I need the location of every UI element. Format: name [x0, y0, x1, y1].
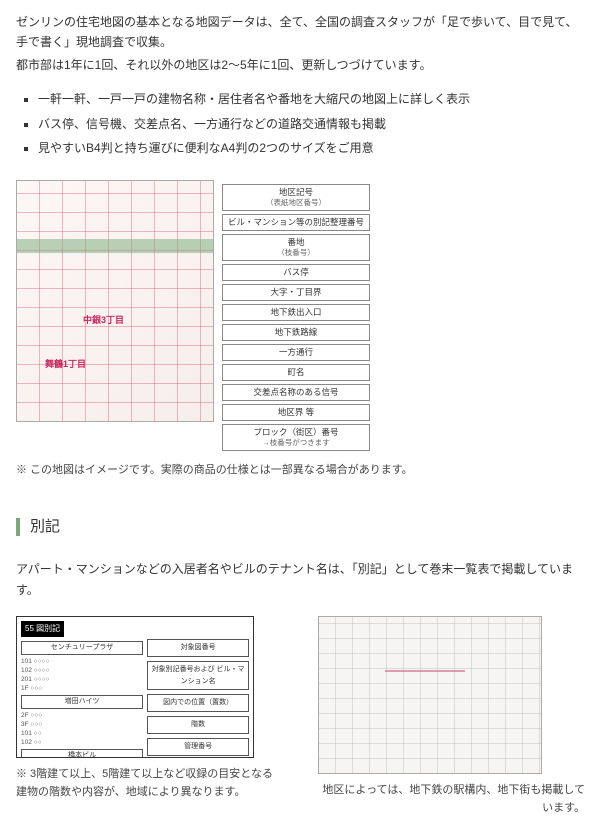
underground-map-image [318, 616, 542, 774]
legend-item: 地下鉄路線 [222, 324, 370, 341]
legend-item: 交差点名称のある信号 [222, 384, 370, 401]
legend-item: 大字・丁目界 [222, 284, 370, 301]
figure-building-name: センチュリープラザ [21, 641, 143, 655]
figure-entry-line: 3F ○○○ [21, 720, 143, 729]
map-footnote: ※ この地図はイメージです。実際の商品の仕様とは一部異なる場合があります。 [16, 461, 585, 480]
figure-tag: 階数 [147, 716, 249, 734]
figure-header: 55 図別記 [21, 621, 64, 637]
figure-entry-line: 102 ○○ [21, 738, 143, 747]
legend-item: 番地（枝番号） [222, 234, 370, 261]
section-description: アパート・マンションなどの入居者名やビルのテナント名は、「別記」として巻末一覧表… [16, 559, 585, 600]
intro-block: ゼンリンの住宅地図の基本となる地図データは、全て、全国の調査スタッフが「足で歩い… [16, 12, 585, 75]
figure-entry-line: 101 ○○ [21, 729, 143, 738]
legend-item: バス停 [222, 264, 370, 281]
figure-footnote: ※ 3階建て以上、5階建て以上など収録の目安となる建物の階数や内容が、地域により… [16, 766, 284, 801]
figure-left-panel: センチュリープラザ 101 ○○○○102 ○○○○201 ○○○○1F ○○○ 増… [21, 639, 143, 755]
figure-entry-line: 101 ○○○○ [21, 657, 143, 666]
feature-list: 一軒一軒、一戸一戸の建物名称・居住者名や番地を大縮尺の地図上に詳しく表示 バス停… [16, 89, 585, 158]
figure-tag: 図内での位置（置数） [147, 694, 249, 712]
figure-right-panel: 対象図番号対象別記番号および ビル・マンション名図内での位置（置数） 階数管理番号 [147, 639, 249, 755]
figure-entry-line: 201 ○○○○ [21, 675, 143, 684]
sample-map-image: 中銀3丁目 舞鶴1丁目 [16, 180, 214, 422]
figure-entry-line: 1F ○○○ [21, 684, 143, 693]
section-title: 別記 [30, 514, 60, 540]
legend-item: 一方通行 [222, 344, 370, 361]
figure-tag: 対象図番号 [147, 639, 249, 657]
legend-item: 町名 [222, 364, 370, 381]
figure-left-column: 55 図別記 センチュリープラザ 101 ○○○○102 ○○○○201 ○○○○… [16, 616, 284, 801]
legend-item: 地区記号（表紙地区番号） [222, 184, 370, 211]
figure-tag: 対象別記番号および ビル・マンション名 [147, 661, 249, 691]
section-header: 別記 [16, 514, 585, 540]
figure-building-name: 橋本ビル [21, 749, 143, 758]
map-section: 中銀3丁目 舞鶴1丁目 地区記号（表紙地区番号） ビル・マンション等の別記整理番号… [16, 180, 585, 480]
legend-item: ブロック（街区）番号→枝番号がつきます [222, 424, 370, 451]
figure-legend-box: 55 図別記 センチュリープラザ 101 ○○○○102 ○○○○201 ○○○○… [16, 616, 254, 758]
figure-footnote: 地区によっては、地下鉄の駅構内、地下街も掲載しています。 [318, 782, 586, 817]
intro-line-2: 都市部は1年に1回、それ以外の地区は2～5年に1回、更新しつづけています。 [16, 55, 585, 75]
two-column-figures: 55 図別記 センチュリープラザ 101 ○○○○102 ○○○○201 ○○○○… [16, 616, 585, 817]
figure-building-name: 増田ハイツ [21, 695, 143, 709]
intro-line-1: ゼンリンの住宅地図の基本となる地図データは、全て、全国の調査スタッフが「足で歩い… [16, 12, 585, 53]
legend-item: 地下鉄出入口 [222, 304, 370, 321]
legend-item: 地区界 等 [222, 404, 370, 421]
feature-item: バス停、信号機、交差点名、一方通行などの道路交通情報も掲載 [38, 114, 585, 134]
section-accent-bar [16, 518, 20, 536]
feature-item: 一軒一軒、一戸一戸の建物名称・居住者名や番地を大縮尺の地図上に詳しく表示 [38, 89, 585, 109]
map-legend: 地区記号（表紙地区番号） ビル・マンション等の別記整理番号番地（枝番号） バス停大字… [222, 180, 370, 451]
figure-entry-line: 102 ○○○○ [21, 666, 143, 675]
figure-entry-line: 2F ○○○ [21, 711, 143, 720]
feature-item: 見やすいB4判と持ち運びに便利なA4判の2つのサイズをご用意 [38, 138, 585, 158]
legend-item: ビル・マンション等の別記整理番号 [222, 214, 370, 231]
map-area-label: 舞鶴1丁目 [45, 357, 86, 372]
figure-tag: 管理番号 [147, 738, 249, 756]
map-area-label: 中銀3丁目 [83, 313, 124, 328]
figure-right-column: 地区によっては、地下鉄の駅構内、地下街も掲載しています。 [318, 616, 586, 817]
